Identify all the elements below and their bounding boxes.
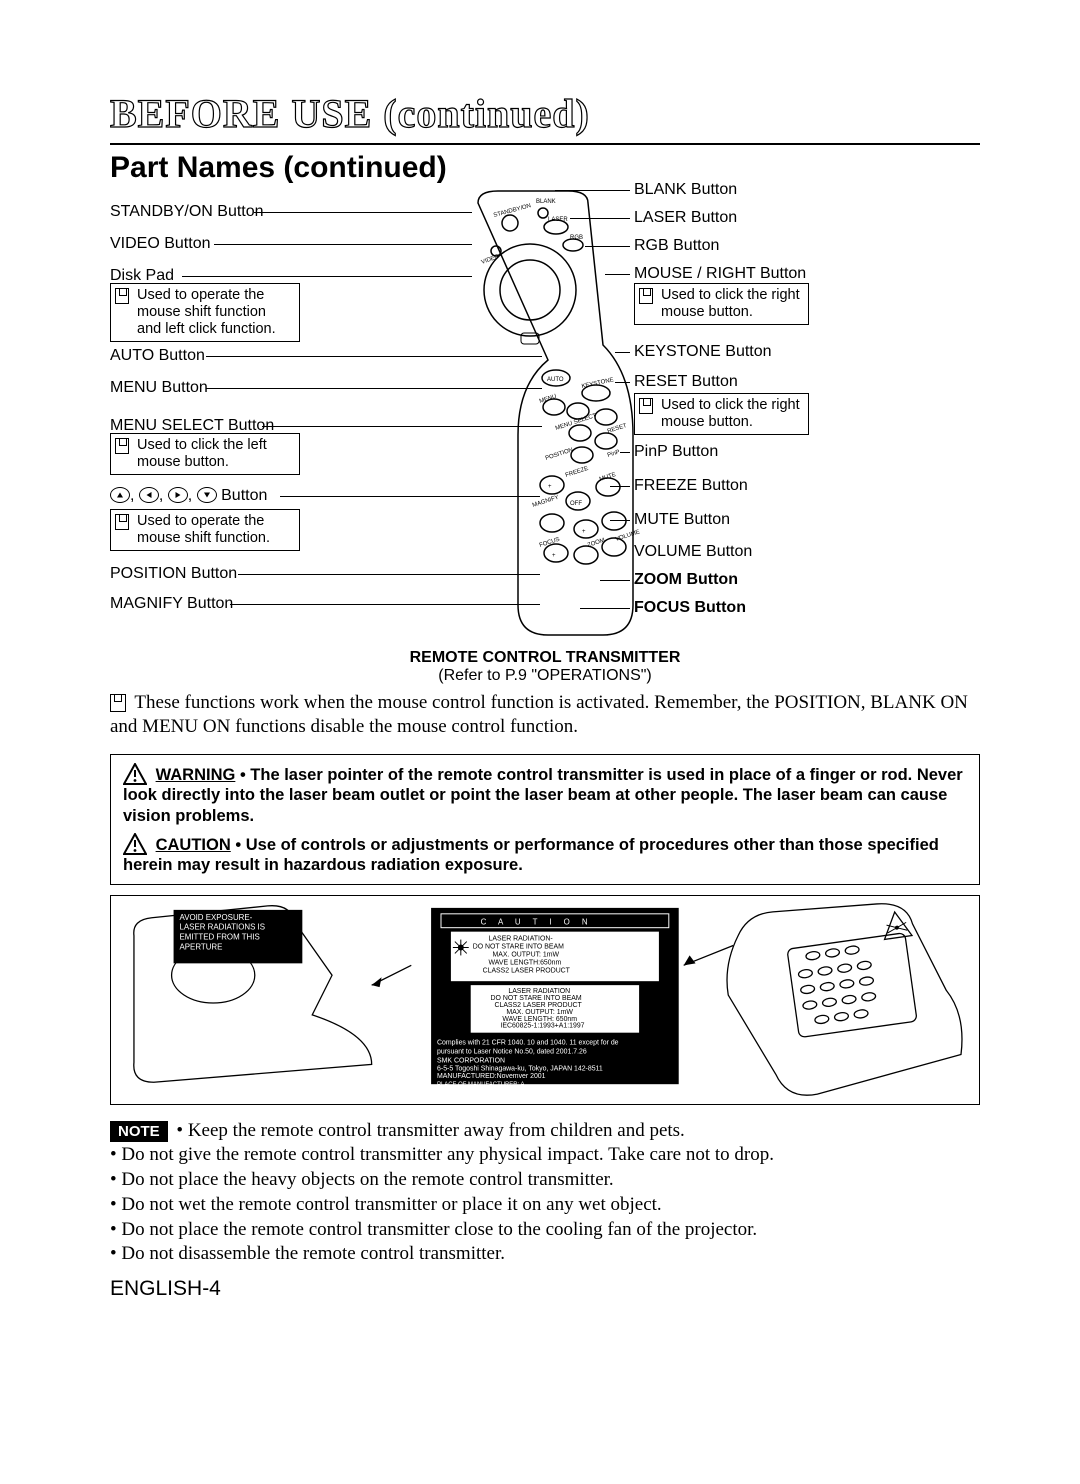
mouse-note-text: These functions work when the mouse cont… <box>110 692 968 737</box>
right-label: VOLUME Button <box>634 543 752 561</box>
svg-text:MUTE: MUTE <box>599 472 617 483</box>
right-label: LASER Button <box>634 209 737 227</box>
right-bold-label: ZOOM Button <box>634 571 738 589</box>
right-infobox: Used to click the right mouse button. <box>634 393 809 435</box>
mouse-note-paragraph: These functions work when the mouse cont… <box>110 691 980 740</box>
right-label: MOUSE / RIGHT Button <box>634 265 806 283</box>
laser-label-illustration: .s{fill:none;stroke:#000;stroke-width:1.… <box>110 895 980 1105</box>
right-label: PinP Button <box>634 443 718 461</box>
left-infobox: Used to click the left mouse button. <box>110 433 300 475</box>
svg-text:FREEZE: FREEZE <box>565 466 589 479</box>
arrow-right-icon <box>168 487 188 503</box>
svg-text:FOCUS: FOCUS <box>539 537 561 549</box>
mouse-icon <box>110 694 126 712</box>
title-rule <box>110 143 980 145</box>
svg-text:6-5-5 Togoshi Shinagawa-ku, To: 6-5-5 Togoshi Shinagawa-ku, Tokyo, JAPAN… <box>437 1065 603 1072</box>
left-label: AUTO Button <box>110 347 205 365</box>
svg-text:IEC60825-1:1993+A1:1997: IEC60825-1:1993+A1:1997 <box>500 1022 584 1029</box>
svg-text:CLASS2 LASER PRODUCT: CLASS2 LASER PRODUCT <box>483 967 571 974</box>
left-label: POSITION Button <box>110 565 237 583</box>
svg-text:PinP: PinP <box>607 449 621 459</box>
note-item: • Do not wet the remote control transmit… <box>110 1193 980 1218</box>
notes-list: NOTE • Keep the remote control transmitt… <box>110 1119 980 1267</box>
svg-text:OFF: OFF <box>570 501 582 507</box>
svg-text:MANUFACTURED:Novemver 2001: MANUFACTURED:Novemver 2001 <box>437 1073 546 1080</box>
svg-text:MENU: MENU <box>539 394 558 405</box>
right-infobox: Used to click the right mouse button. <box>634 283 809 325</box>
direction-buttons-label: , , , Button <box>110 487 267 505</box>
page: BEFORE USE (continued) Part Names (conti… <box>0 0 1080 1484</box>
left-infobox: Used to operate the mouse shift function… <box>110 283 300 342</box>
svg-text:STANDBY/ON: STANDBY/ON <box>493 203 532 219</box>
svg-text:AUTO: AUTO <box>547 377 564 383</box>
warning-triangle-icon <box>123 763 147 785</box>
warning-label: WARNING <box>156 766 236 784</box>
note-item: • Do not disassemble the remote control … <box>110 1242 980 1267</box>
caution-label: CAUTION <box>156 836 231 854</box>
svg-text:+: + <box>548 484 552 490</box>
right-bold-label: FOCUS Button <box>634 599 746 617</box>
svg-text:DO NOT STARE INTO BEAM: DO NOT STARE INTO BEAM <box>473 943 564 950</box>
diagram: .ln{fill:none;stroke:#000;stroke-width:1… <box>110 175 980 655</box>
direction-button-text: Button <box>221 487 267 504</box>
svg-text:MAX. OUTPUT: 1mW: MAX. OUTPUT: 1mW <box>493 951 560 958</box>
arrow-down-icon <box>197 487 217 503</box>
main-title: BEFORE USE (continued) <box>110 90 980 137</box>
left-label: MENU Button <box>110 379 208 397</box>
svg-text:+: + <box>582 529 586 535</box>
svg-text:POSITION: POSITION <box>545 447 574 462</box>
remote-caption-sub: (Refer to P.9 "OPERATIONS") <box>438 667 652 684</box>
svg-text:AVOID EXPOSURE-: AVOID EXPOSURE- <box>180 913 253 922</box>
right-label: RGB Button <box>634 237 719 255</box>
arrow-up-icon <box>110 487 130 503</box>
right-label: BLANK Button <box>634 181 737 199</box>
remote-illustration: .ln{fill:none;stroke:#000;stroke-width:1… <box>418 185 648 645</box>
svg-text:APERTURE: APERTURE <box>180 942 223 951</box>
left-infobox: Used to operate the mouse shift function… <box>110 509 300 551</box>
svg-text:Complies with 21 CFR 1040. 10: Complies with 21 CFR 1040. 10 and 1040. … <box>437 1039 619 1046</box>
left-label: STANDBY/ON Button <box>110 203 264 221</box>
note-item: • Do not give the remote control transmi… <box>110 1143 980 1168</box>
right-label: KEYSTONE Button <box>634 343 772 361</box>
svg-text:RGB: RGB <box>570 235 583 241</box>
note-tag: NOTE <box>110 1121 168 1143</box>
svg-text:VIDEO: VIDEO <box>481 254 501 266</box>
svg-text:KEYSTONE: KEYSTONE <box>581 377 614 390</box>
note-item: • Do not place the remote control transm… <box>110 1218 980 1243</box>
svg-text:LASER RADIATIONS IS: LASER RADIATIONS IS <box>180 922 266 931</box>
svg-text:VOLUME: VOLUME <box>615 529 641 543</box>
warning-box: WARNING • The laser pointer of the remot… <box>110 754 980 885</box>
svg-text:BLANK: BLANK <box>536 199 556 205</box>
svg-text:+: + <box>552 553 556 559</box>
page-footer: ENGLISH-4 <box>110 1277 980 1301</box>
svg-text:LASER: LASER <box>548 217 568 223</box>
caution-text: • Use of controls or adjustments or perf… <box>123 836 939 875</box>
left-label: VIDEO Button <box>110 235 211 253</box>
arrow-left-icon <box>139 487 159 503</box>
left-label: MAGNIFY Button <box>110 595 233 613</box>
svg-text:pursuant to Laser Notice No.50: pursuant to Laser Notice No.50, dated 20… <box>437 1048 587 1055</box>
right-label: FREEZE Button <box>634 477 748 495</box>
caution-triangle-icon <box>123 833 147 855</box>
svg-text:ZOOM: ZOOM <box>587 538 606 549</box>
svg-text:C A U T I O N: C A U T I O N <box>481 917 593 926</box>
right-label: RESET Button <box>634 373 738 391</box>
note-item: • Do not place the heavy objects on the … <box>110 1168 980 1193</box>
right-label: MUTE Button <box>634 511 730 529</box>
svg-text:WAVE LENGTH:650nm: WAVE LENGTH:650nm <box>489 959 562 966</box>
svg-text:SMK CORPORATION: SMK CORPORATION <box>437 1057 505 1064</box>
svg-text:MENU SELECT: MENU SELECT <box>555 413 598 432</box>
svg-text:PLACE OF MANUFACTURER: A: PLACE OF MANUFACTURER: A <box>437 1082 524 1088</box>
svg-text:EMITTED FROM THIS: EMITTED FROM THIS <box>180 932 260 941</box>
svg-text:LASER RADIATION-: LASER RADIATION- <box>489 935 553 942</box>
warning-text: • The laser pointer of the remote contro… <box>123 766 963 825</box>
